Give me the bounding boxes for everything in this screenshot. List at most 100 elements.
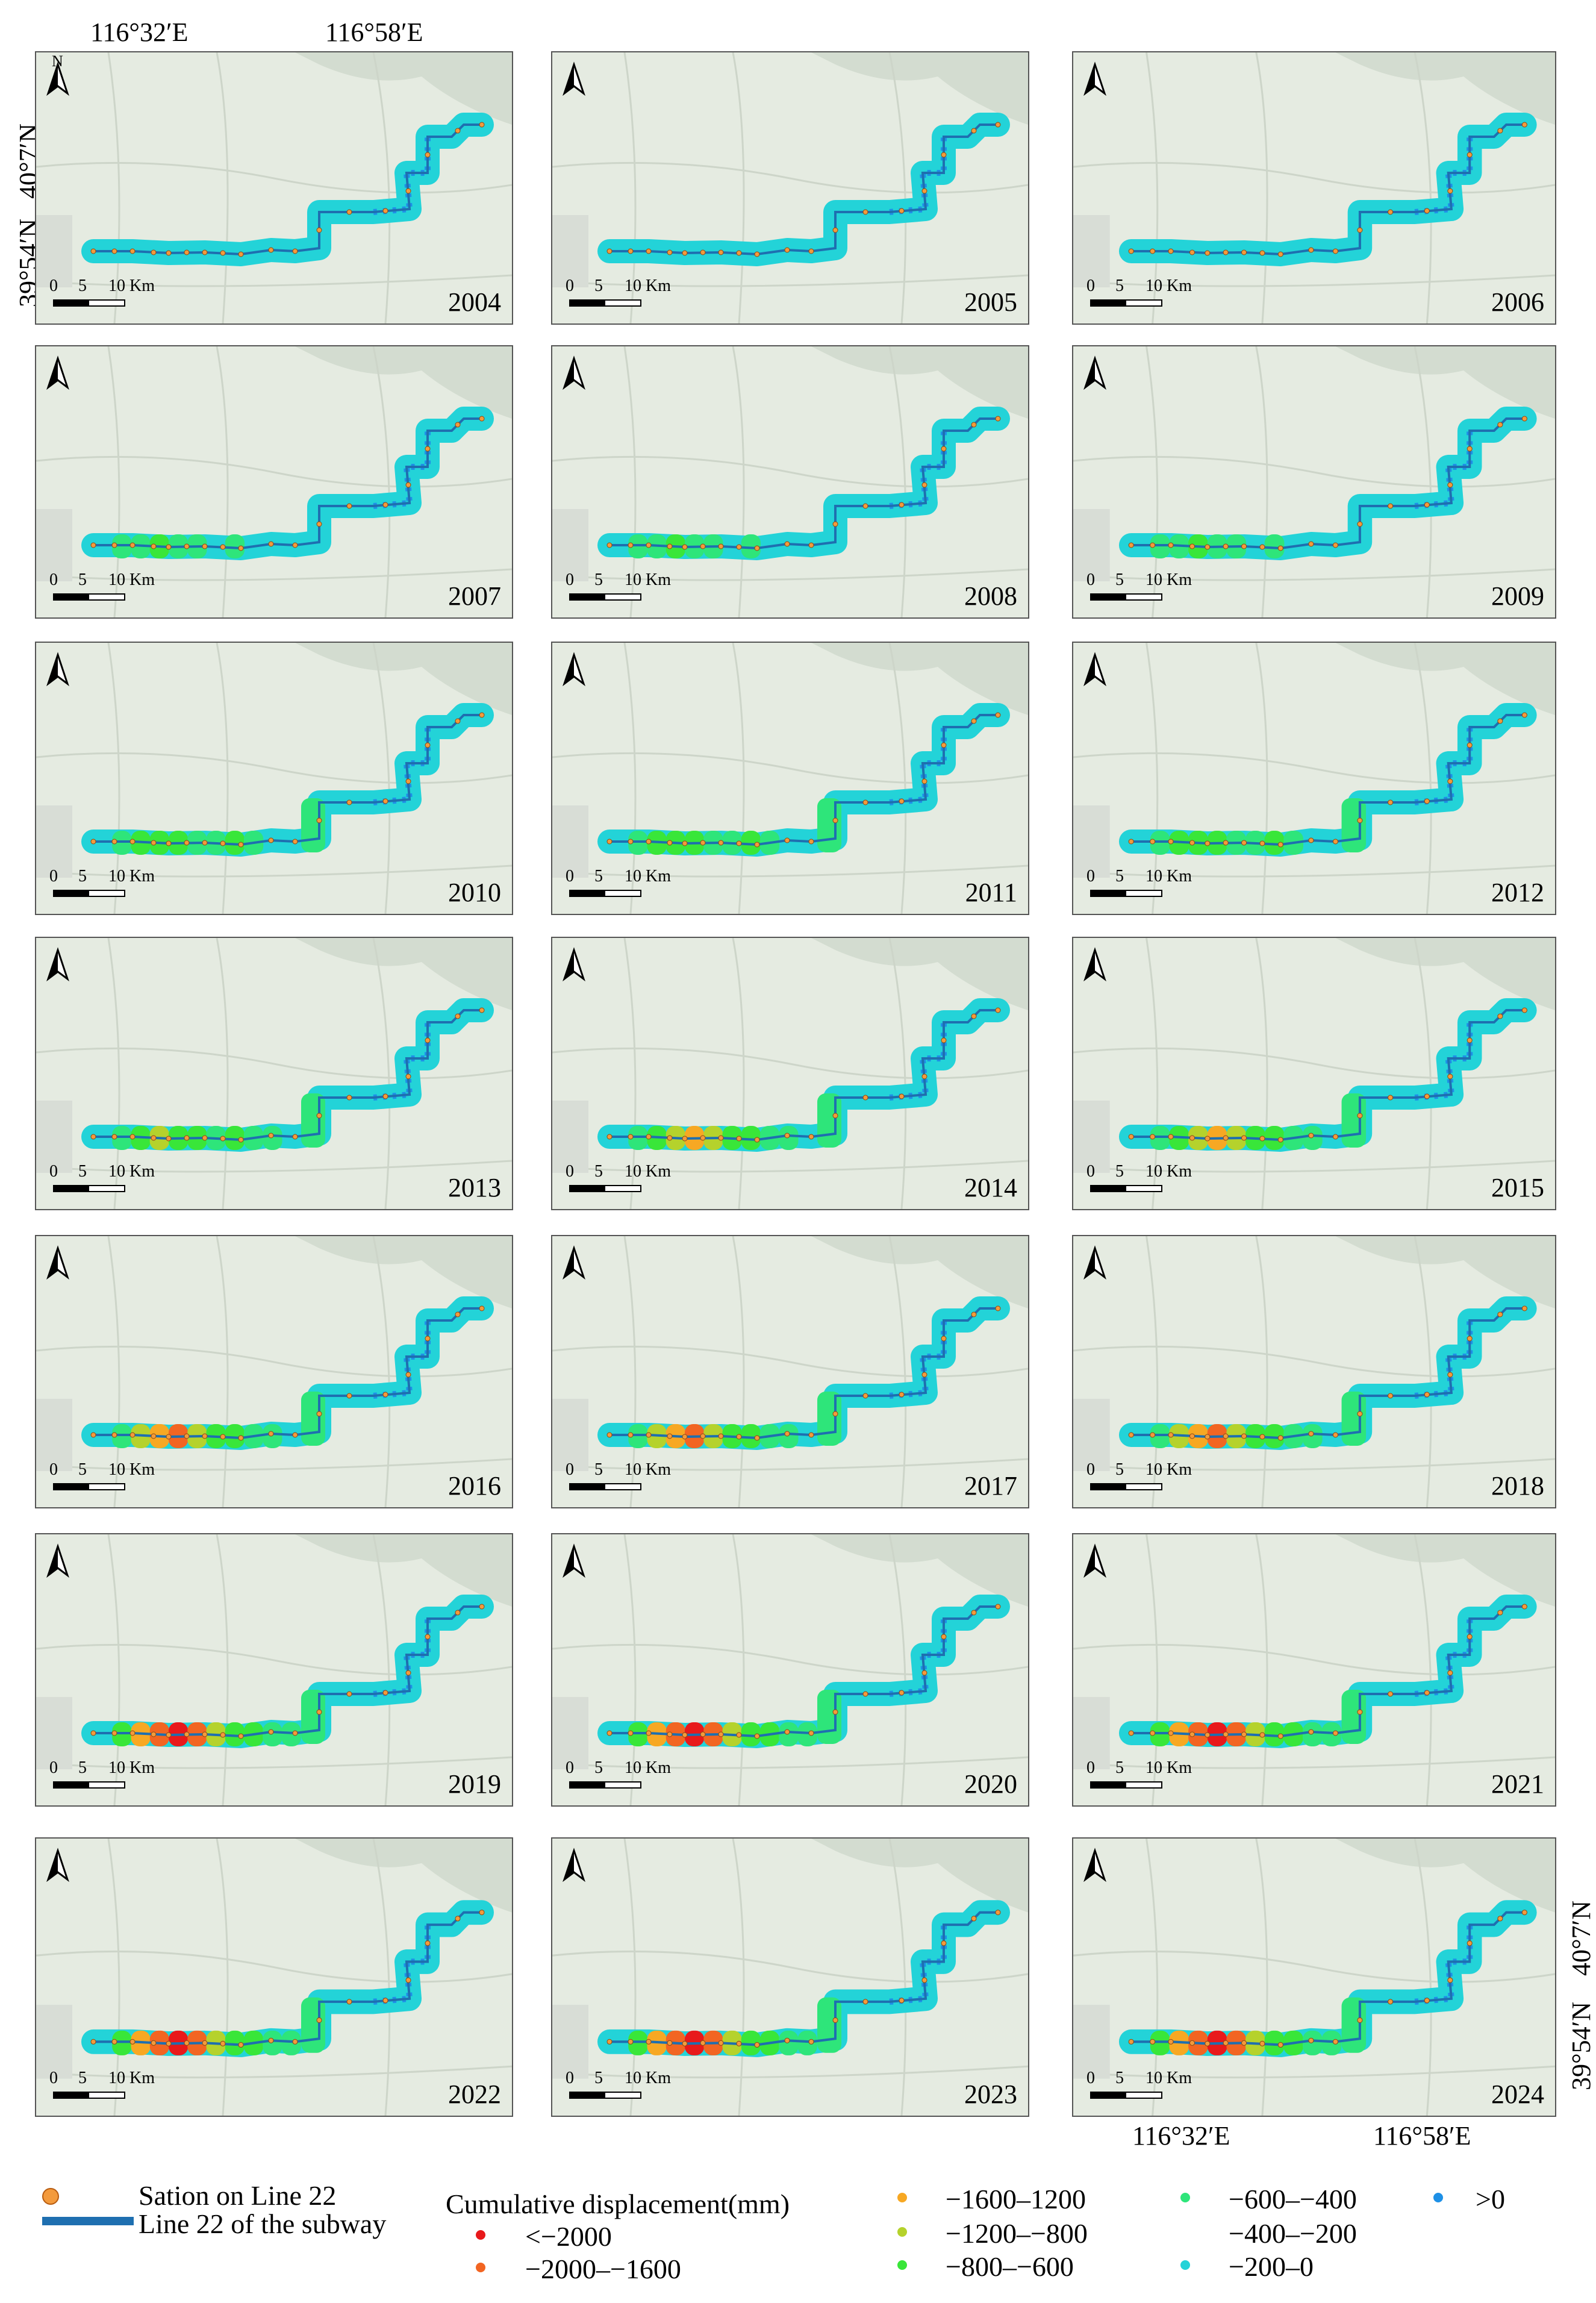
station-2	[646, 542, 652, 548]
urban-area	[552, 1399, 588, 1471]
displacement-buffer	[81, 1900, 494, 2057]
station-6	[202, 2040, 208, 2046]
station-10	[292, 839, 298, 845]
scale-bar-graphic	[53, 1185, 125, 1192]
station-0	[1128, 1730, 1134, 1736]
subway-line-22	[1131, 714, 1525, 846]
urban-area	[1073, 215, 1110, 287]
station-12	[346, 1691, 352, 1697]
station-9	[268, 541, 274, 547]
terrain-relief	[295, 346, 512, 419]
station-11	[316, 817, 322, 823]
station-0	[606, 1134, 613, 1140]
station-15	[425, 742, 431, 748]
map-panel-2005: 0 5 10 Km 2005	[551, 51, 1029, 325]
subway-line-22	[609, 714, 998, 846]
station-13	[1424, 1392, 1430, 1398]
station-13	[1424, 1998, 1430, 2004]
road-line-3	[36, 1160, 512, 1173]
displacement-buffer	[597, 703, 1010, 857]
displacement-buffer	[81, 1595, 494, 1748]
subsidence-segment-7	[225, 1424, 245, 1448]
panel-year-label: 2020	[964, 1769, 1017, 1799]
road-line-4	[372, 938, 391, 1209]
station-10	[292, 1134, 298, 1140]
urban-area	[36, 1697, 72, 1769]
station-0	[1128, 1432, 1134, 1438]
north-arrow-icon	[45, 355, 71, 391]
subsidence-segment-7	[741, 1722, 761, 1746]
station-10	[1332, 1134, 1338, 1140]
scale-label-10: 10 Km	[1146, 277, 1192, 295]
station-3	[667, 1135, 673, 1141]
road-line-2	[732, 1839, 745, 2116]
station-7	[1259, 250, 1265, 256]
scale-label-0: 0	[49, 1460, 58, 1479]
subway-line-22	[1131, 1307, 1525, 1440]
station-15	[941, 1634, 947, 1640]
road-line-0	[552, 1643, 1028, 1676]
scale-label-0: 0	[566, 1162, 574, 1181]
road-line-2	[1255, 643, 1268, 914]
road-line-1	[623, 938, 637, 1209]
displacement-buffer	[597, 1595, 1010, 1748]
road-line-1	[107, 1236, 120, 1507]
road-line-3	[1073, 1160, 1555, 1173]
class-label-3: −1600–1200	[946, 2184, 1086, 2214]
map-panel-2012: 0 5 10 Km 2012	[1072, 642, 1556, 915]
station-0	[606, 1432, 613, 1438]
scale-label-5: 5	[78, 867, 87, 886]
station-5	[1223, 2040, 1229, 2046]
station-6	[1241, 840, 1247, 846]
scale-label-0: 0	[566, 570, 574, 589]
station-15	[425, 152, 431, 158]
road-line-0	[36, 1345, 512, 1378]
station-15	[1467, 1940, 1473, 1946]
subsidence-segment-7	[225, 534, 245, 558]
subway-line-22	[93, 1307, 482, 1440]
station-3	[1189, 2040, 1195, 2046]
road-line-1	[623, 52, 637, 323]
station-1	[628, 2039, 634, 2045]
station-10	[808, 1730, 814, 1736]
station-3	[1189, 1135, 1195, 1141]
road-line-2	[1255, 1839, 1268, 2116]
station-9	[784, 1431, 790, 1437]
station-12	[1388, 799, 1394, 805]
station-2	[129, 2039, 136, 2045]
scale-bar-graphic	[569, 890, 641, 897]
station-4	[682, 840, 688, 846]
station-11	[1357, 1411, 1363, 1417]
station-16	[971, 422, 977, 428]
terrain-relief	[1335, 643, 1555, 715]
scale-label-10: 10 Km	[1146, 1758, 1192, 1777]
station-5	[1223, 249, 1229, 255]
scale-bar: 0 5 10 Km	[49, 2069, 155, 2105]
displacement-map-2013	[36, 938, 512, 1209]
road-line-2	[216, 346, 229, 617]
station-2	[646, 2039, 652, 2045]
station-14	[921, 1372, 927, 1378]
station-4	[1205, 2040, 1211, 2046]
station-4	[1205, 1136, 1211, 1142]
station-16	[971, 1013, 977, 1019]
station-0	[1128, 1134, 1134, 1140]
subsidence-bend	[817, 1690, 841, 1744]
scale-label-5: 5	[594, 1460, 603, 1479]
station-10	[1332, 839, 1338, 845]
map-panel-2009: 0 5 10 Km 2009	[1072, 345, 1556, 619]
scale-bar-graphic	[1090, 593, 1162, 601]
station-0	[1128, 248, 1134, 254]
road-line-3	[1073, 864, 1555, 878]
road-line-0	[552, 1345, 1028, 1378]
terrain-relief	[1335, 1236, 1555, 1308]
subway-line-22	[93, 1009, 482, 1142]
station-7	[736, 1732, 742, 1738]
bottom-lon-label-right: 116°58′E	[1373, 2121, 1471, 2151]
subsidence-bend	[301, 798, 325, 852]
road-line-1	[623, 1839, 637, 2116]
station-8	[754, 1435, 760, 1441]
scale-bar: 0 5 10 Km	[1086, 1460, 1192, 1496]
station-4	[1205, 544, 1211, 550]
subway-line-22	[609, 1605, 998, 1738]
